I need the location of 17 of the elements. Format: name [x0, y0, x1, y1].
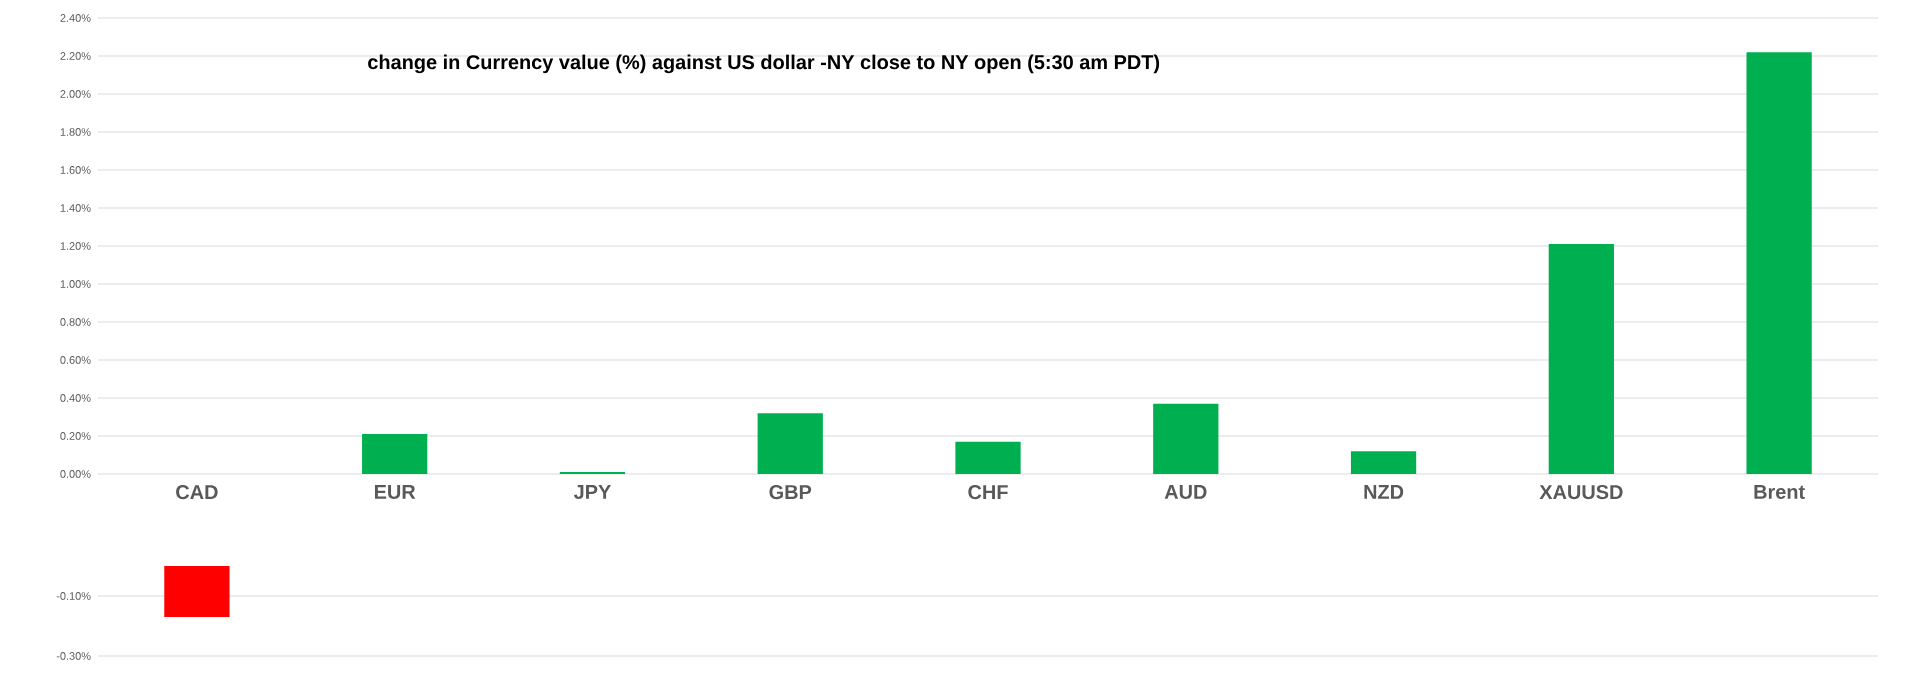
x-tick-label: NZD: [1364, 485, 1404, 499]
bar: [1350, 451, 1417, 474]
bar: [757, 413, 823, 474]
x-tick-label: JPY: [573, 485, 611, 499]
bar: [955, 441, 1021, 474]
x-tick-label: AUD: [1164, 485, 1207, 499]
bar: [1153, 403, 1219, 474]
x-tick-label: CHF: [968, 485, 1008, 500]
bar: [1548, 244, 1614, 474]
x-tick-label: CAD: [176, 485, 218, 500]
x-tick-label: GBP: [769, 485, 812, 500]
x-tick-label: EUR: [374, 485, 416, 499]
x-tick-label: XAUUSD: [1539, 485, 1623, 500]
bar: [362, 434, 428, 474]
bar: [1746, 52, 1812, 474]
x-tick-label: Brent: [1754, 485, 1805, 499]
text: change in Currency value (%) against US dollar -NY close to NY open (5:30 am PDT): [368, 54, 1160, 74]
